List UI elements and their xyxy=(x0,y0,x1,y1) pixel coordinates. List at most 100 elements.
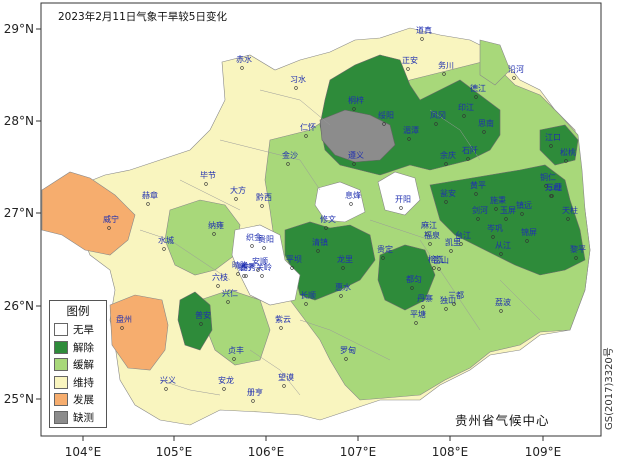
county-label: 息烽 xyxy=(345,190,361,200)
county-seat-marker xyxy=(251,399,255,403)
county-seat-marker xyxy=(381,256,385,260)
county-label: 黄平 xyxy=(470,180,486,190)
county-label: 大方 xyxy=(230,185,246,195)
county-seat-marker xyxy=(466,157,470,161)
county-label: 印江 xyxy=(458,103,474,112)
county-seat-marker xyxy=(525,239,529,243)
region-relieved-4 xyxy=(479,39,511,86)
county-seat-marker xyxy=(344,357,348,361)
county-label: 江口 xyxy=(545,133,561,142)
county-seat-marker xyxy=(566,217,570,221)
county-seat-marker xyxy=(428,242,432,246)
county-seat-marker xyxy=(459,242,463,246)
county-seat-marker xyxy=(304,302,308,306)
county-label: 威宁 xyxy=(103,214,119,224)
county-seat-marker xyxy=(240,66,244,70)
county-label: 务川 xyxy=(438,60,454,70)
axis-ticks xyxy=(36,28,544,441)
county-seat-marker xyxy=(260,274,264,278)
map-approval-code: GS(2017)3320号 xyxy=(603,347,615,430)
county-label: 三穗 xyxy=(546,182,562,192)
county-label: 册亨 xyxy=(247,387,263,397)
county-seat-marker xyxy=(442,72,446,76)
county-label: 余庆 xyxy=(440,150,456,160)
county-label: 贞丰 xyxy=(228,345,244,355)
legend-label: 维持 xyxy=(73,376,94,389)
county-seat-marker xyxy=(476,217,480,221)
region-lifted-west xyxy=(177,291,213,351)
legend-item: 缺测 xyxy=(54,409,106,427)
county-seat-marker xyxy=(406,67,410,71)
county-seat-marker xyxy=(279,326,283,330)
county-label: 惠水 xyxy=(335,282,351,292)
y-tick-label: 26°N xyxy=(4,299,34,313)
county-seat-marker xyxy=(304,134,308,138)
county-seat-marker xyxy=(382,122,386,126)
county-seat-marker xyxy=(256,268,260,272)
region-lifted-south xyxy=(377,244,436,311)
county-seat-marker xyxy=(549,144,553,148)
county-seat-marker xyxy=(462,114,466,118)
x-tick-label: 108°E xyxy=(432,445,469,459)
x-tick-label: 109°E xyxy=(525,445,562,459)
county-label: 沿河 xyxy=(508,64,524,74)
region-lifted-east xyxy=(429,164,586,276)
county-seat-marker xyxy=(491,235,495,239)
x-tick-label: 106°E xyxy=(248,445,285,459)
y-tick-label: 28°N xyxy=(4,114,34,128)
county-label: 普安 xyxy=(195,310,211,320)
county-label: 晴隆 xyxy=(232,260,248,270)
legend-swatch xyxy=(54,393,68,407)
county-label: 安龙 xyxy=(218,375,234,385)
county-seat-marker xyxy=(482,130,486,134)
county-seat-marker xyxy=(120,326,124,330)
county-seat-marker xyxy=(432,266,436,270)
county-label: 雷山 xyxy=(433,255,449,265)
county-label: 天柱 xyxy=(562,205,578,215)
county-label: 正安 xyxy=(402,55,418,65)
legend-item: 无旱 xyxy=(54,321,106,339)
county-seat-marker xyxy=(421,305,425,309)
county-label: 台江 xyxy=(455,230,471,240)
y-tick-label: 25°N xyxy=(4,392,34,406)
legend-label: 缺测 xyxy=(73,411,94,424)
county-label: 平坝 xyxy=(286,255,302,264)
county-label: 黎平 xyxy=(570,244,586,254)
x-tick-label: 104°E xyxy=(65,445,102,459)
county-label: 湄潭 xyxy=(403,126,419,135)
county-seat-marker xyxy=(162,247,166,251)
county-label: 遵义 xyxy=(348,150,364,160)
county-seat-marker xyxy=(410,286,414,290)
county-label: 修文 xyxy=(320,214,336,224)
county-label: 平塘 xyxy=(410,309,426,319)
county-seat-marker xyxy=(434,122,438,126)
map-title: 2023年2月11日气象干旱较5日变化 xyxy=(58,10,227,23)
region-lifted-ne xyxy=(539,124,579,166)
county-seat-marker xyxy=(504,217,508,221)
county-seat-marker xyxy=(474,95,478,99)
county-seat-marker xyxy=(286,162,290,166)
county-seat-marker xyxy=(420,37,424,41)
county-seat-marker xyxy=(236,272,240,276)
county-seat-marker xyxy=(146,202,150,206)
county-label: 从江 xyxy=(495,241,511,250)
county-label: 贵定 xyxy=(377,244,393,254)
county-label: 黔西 xyxy=(256,192,272,202)
county-seat-marker xyxy=(244,274,248,278)
county-label: 盘州 xyxy=(116,314,132,324)
credit-text: 贵州省气候中心 xyxy=(455,413,550,428)
county-label: 关岭 xyxy=(256,262,272,272)
county-label: 赫章 xyxy=(142,190,158,200)
county-seat-marker xyxy=(512,76,516,80)
county-seat-marker xyxy=(242,274,246,278)
county-seat-marker xyxy=(437,267,441,271)
legend-item: 发展 xyxy=(54,391,106,409)
region-developing-panzhou xyxy=(109,294,169,371)
county-label: 纳雍 xyxy=(208,220,224,230)
county-label: 剑河 xyxy=(472,205,488,215)
county-seat-marker xyxy=(222,387,226,391)
county-seat-marker xyxy=(164,387,168,391)
county-label: 万山 xyxy=(545,182,561,192)
